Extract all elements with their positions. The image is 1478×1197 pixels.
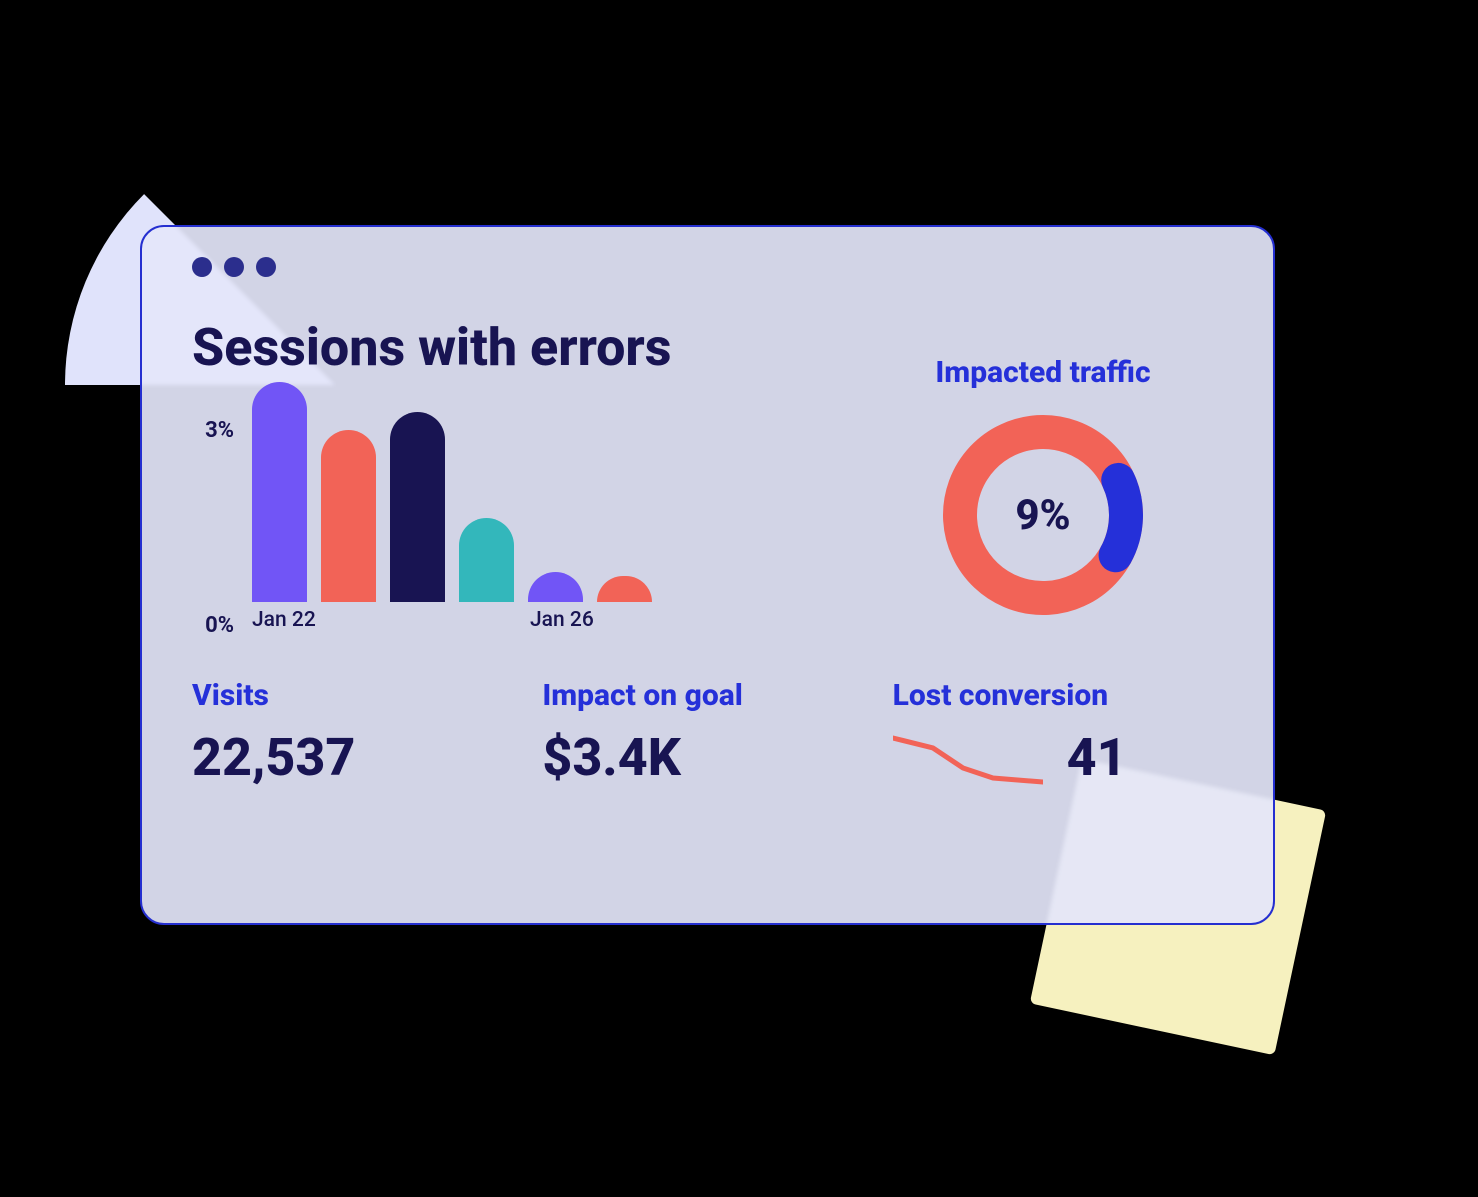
bar (528, 572, 583, 602)
upper-row: Sessions with errors 3% 0% Jan 22Jan 26 … (192, 317, 1223, 638)
bar-chart-bars (252, 382, 652, 602)
bar-chart-x-axis: Jan 22 Jan 26 (252, 608, 652, 638)
metric-visits: Visits 22,537 (192, 678, 522, 788)
sessions-bar-chart: 3% 0% Jan 22 Jan 26 (192, 403, 832, 638)
sessions-block: Sessions with errors 3% 0% Jan 22 Jan 26 (192, 317, 832, 638)
impacted-traffic-label: Impacted traffic (863, 355, 1223, 390)
dashboard-card: Sessions with errors 3% 0% Jan 22Jan 26 … (140, 225, 1275, 925)
metric-label: Lost conversion (893, 678, 1223, 713)
window-dot-icon (224, 257, 244, 277)
impacted-traffic-value: 9% (943, 415, 1143, 615)
bar (390, 412, 445, 602)
metrics-row: Visits 22,537 Impact on goal $3.4K Lost … (192, 678, 1223, 788)
card-title: Sessions with errors (192, 317, 832, 378)
y-tick-label: 3% (192, 418, 234, 443)
metric-value: $3.4K (542, 727, 872, 788)
bar (597, 576, 652, 602)
metric-value: 41 (1067, 727, 1127, 788)
metric-lost-conversion: Lost conversion 41 (893, 678, 1223, 788)
window-dot-icon (256, 257, 276, 277)
impacted-traffic-block: Impacted traffic 9% (863, 317, 1223, 615)
sparkline-icon (893, 730, 1043, 786)
bar (321, 430, 376, 602)
impacted-traffic-donut: 9% (943, 415, 1143, 615)
bar-chart-plot: Jan 22 Jan 26 (252, 382, 652, 638)
window-dot-icon (192, 257, 212, 277)
x-tick-label: Jan 26 (530, 608, 594, 632)
y-tick-label: 0% (192, 613, 234, 638)
stage: Sessions with errors 3% 0% Jan 22Jan 26 … (0, 0, 1478, 1197)
metric-label: Impact on goal (542, 678, 872, 713)
metric-impact-on-goal: Impact on goal $3.4K (542, 678, 872, 788)
bar (252, 382, 307, 602)
metric-label: Visits (192, 678, 522, 713)
window-controls (192, 257, 1223, 277)
lost-conversion-row: 41 (893, 727, 1223, 788)
bar-chart-y-axis: 3% 0% (192, 418, 234, 638)
x-tick-label: Jan 22 (252, 608, 316, 632)
metric-value: 22,537 (192, 727, 522, 788)
bar (459, 518, 514, 602)
